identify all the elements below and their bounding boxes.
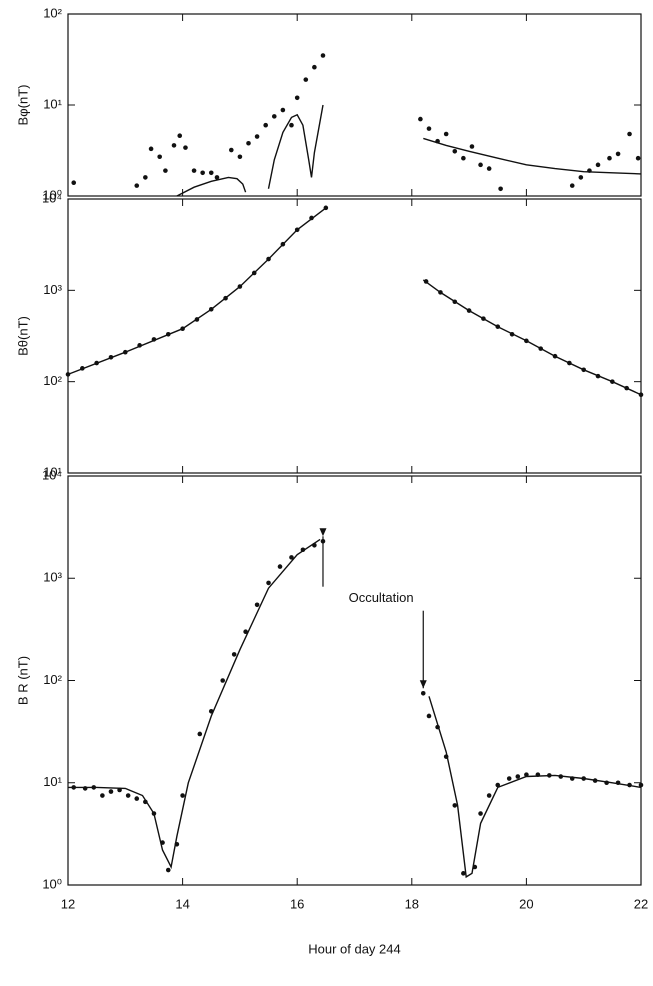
data-point <box>125 793 131 798</box>
data-point <box>134 796 140 801</box>
data-point <box>615 151 621 157</box>
x-tick-label: 16 <box>290 896 304 911</box>
data-point <box>197 731 203 737</box>
data-point <box>495 782 501 788</box>
y-tick-label: 10¹ <box>43 96 62 111</box>
data-point <box>469 144 475 149</box>
data-line <box>176 104 642 197</box>
data-point <box>271 114 277 119</box>
x-tick-label: 14 <box>175 896 189 911</box>
data-point <box>246 140 251 146</box>
y-tick-label: 10⁰ <box>42 187 62 202</box>
arrow-head <box>319 528 327 537</box>
data-point <box>263 122 268 128</box>
y-tick-label: 10¹ <box>43 774 62 789</box>
data-point <box>461 871 466 876</box>
x-tick-label: 22 <box>634 896 648 911</box>
y-tick-label: 10⁰ <box>42 876 62 891</box>
data-point <box>426 713 432 719</box>
data-point <box>231 652 237 657</box>
data-point <box>595 162 601 168</box>
data-line <box>67 207 642 396</box>
y-tick-label: 10¹ <box>43 464 62 479</box>
data-point <box>143 175 148 180</box>
data-point <box>200 170 205 176</box>
data-point <box>237 154 243 160</box>
data-point <box>635 155 641 161</box>
data-point <box>191 168 197 173</box>
y-axis-label: B R (nT) <box>15 656 30 705</box>
panel-frame <box>67 475 642 886</box>
data-point <box>569 183 575 188</box>
data-point <box>171 143 177 148</box>
y-tick-label: 10⁴ <box>42 467 62 482</box>
y-tick-label: 10³ <box>43 282 62 297</box>
data-point <box>280 107 286 113</box>
data-point <box>312 64 317 70</box>
data-point <box>183 145 188 150</box>
y-tick-label: 10² <box>43 5 62 20</box>
data-point <box>418 116 423 122</box>
data-point <box>506 776 512 781</box>
data-point <box>426 126 432 131</box>
data-point <box>515 774 521 779</box>
data-point <box>220 678 226 683</box>
y-axis-label: Bθ(nT) <box>15 316 30 356</box>
data-point <box>208 170 214 176</box>
data-point <box>578 175 584 180</box>
data-point <box>294 95 300 101</box>
data-point <box>229 147 234 153</box>
data-point <box>478 162 483 168</box>
y-axis-label: Bφ(nT) <box>15 85 30 126</box>
data-point <box>254 134 260 139</box>
data-point <box>157 154 162 160</box>
data-point <box>461 155 466 161</box>
data-point <box>266 580 271 586</box>
data-point <box>320 53 326 58</box>
data-point <box>638 782 644 788</box>
x-tick-label: 20 <box>519 896 533 911</box>
data-point <box>180 793 185 798</box>
data-point <box>100 793 105 798</box>
annotation: Occultation <box>349 590 414 605</box>
data-point <box>165 867 171 873</box>
data-point <box>607 155 612 161</box>
data-point <box>486 793 492 798</box>
y-tick-label: 10² <box>43 373 62 388</box>
data-point <box>148 146 154 152</box>
data-point <box>303 77 309 82</box>
data-point <box>108 789 114 794</box>
data-point <box>289 555 294 560</box>
data-point <box>134 183 140 188</box>
y-tick-label: 10³ <box>43 570 62 585</box>
panel-frame <box>67 198 642 474</box>
data-point <box>254 602 260 608</box>
y-tick-label: 10² <box>43 672 62 687</box>
data-point <box>452 803 458 808</box>
data-point <box>71 180 77 186</box>
x-axis-label: Hour of day 244 <box>308 941 401 956</box>
data-line <box>68 538 642 879</box>
arrow-head <box>419 680 427 689</box>
data-point <box>243 629 248 635</box>
data-point <box>498 186 503 192</box>
data-point <box>289 122 294 128</box>
data-point <box>420 690 426 696</box>
x-tick-label: 12 <box>61 896 75 911</box>
data-point <box>486 166 492 171</box>
data-point <box>452 148 458 154</box>
data-point <box>214 175 220 180</box>
x-tick-label: 18 <box>405 896 419 911</box>
data-point <box>627 131 632 137</box>
data-point <box>163 168 168 173</box>
data-point <box>478 811 483 816</box>
data-point <box>277 564 283 569</box>
data-point <box>443 131 449 137</box>
data-point <box>177 133 183 138</box>
y-tick-label: 10⁴ <box>42 190 62 205</box>
